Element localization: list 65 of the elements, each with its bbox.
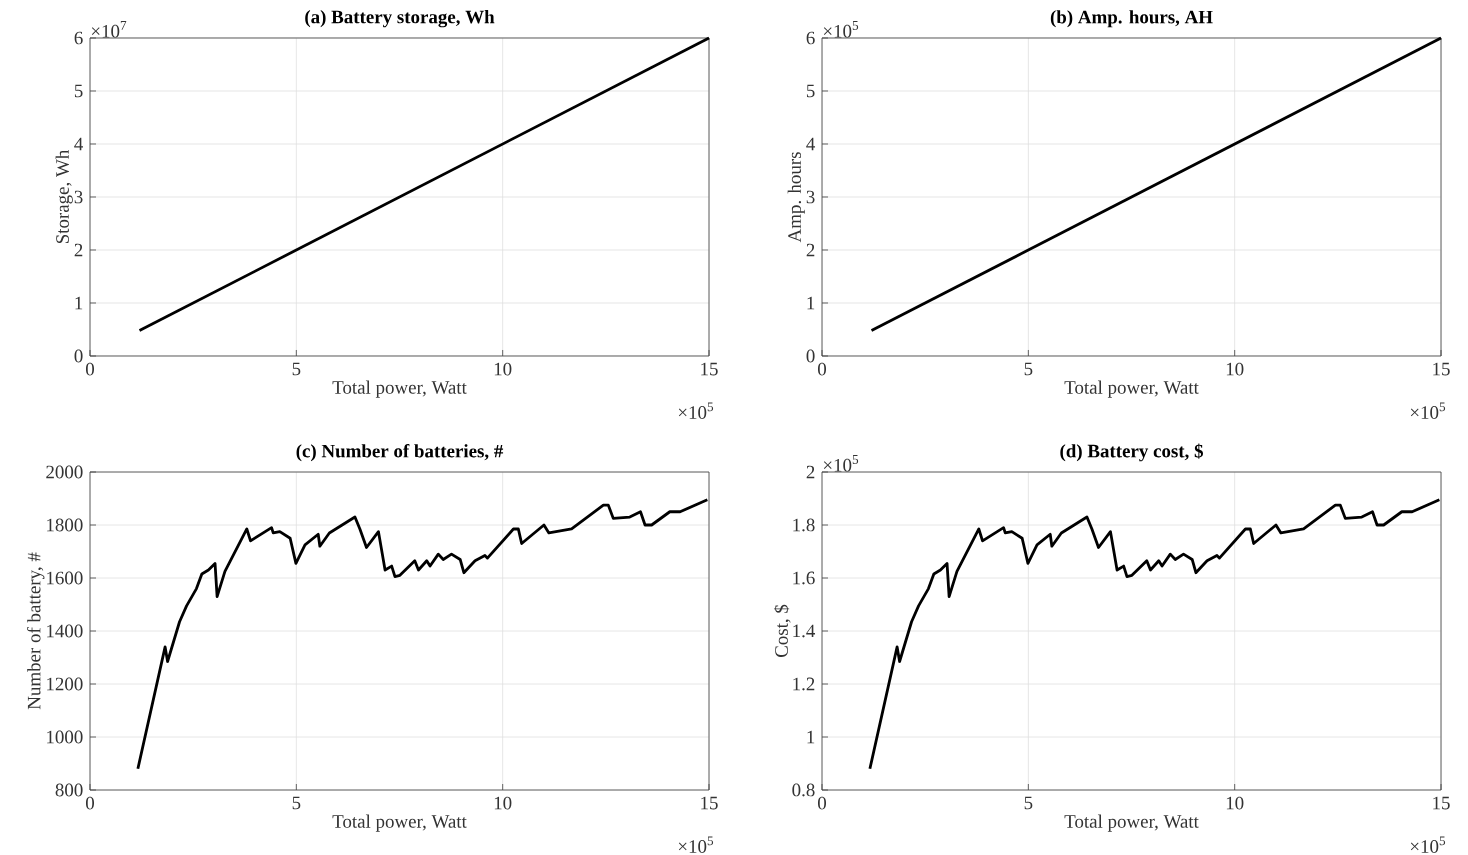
y-axis-title: Cost, $: [773, 604, 791, 658]
y-tick-label: 1800: [47, 518, 83, 532]
text: ×10$^{5}$: [1410, 836, 1446, 853]
y-axis-title: Amp. hours: [787, 152, 805, 243]
x-tick-label: 10: [494, 362, 512, 376]
chart-title: (b) Amp. hours, AH: [1050, 10, 1213, 28]
y-tick-label: 2: [806, 465, 815, 479]
text: ×10$^{5}$: [823, 21, 859, 38]
x-tick-label: 0: [818, 362, 827, 376]
y-tick-label: 2: [74, 243, 83, 257]
y-tick-label: 1: [807, 730, 815, 744]
y-tick-label: 1: [75, 296, 83, 310]
x-tick-label: 5: [292, 796, 301, 810]
y-tick-label: 3: [806, 190, 815, 204]
x-tick-label: 5: [1024, 362, 1033, 376]
y-tick-label: 5: [74, 84, 83, 98]
x-tick-label: 10: [1226, 796, 1244, 810]
y-tick-label: 1600: [47, 571, 83, 585]
line-series: [868, 498, 1441, 771]
y-tick-label: 5: [806, 84, 815, 98]
chart-title: (c) Number of batteries, #: [296, 443, 504, 462]
x-tick-label: 5: [292, 362, 301, 376]
y-tick-label: 3: [74, 190, 83, 204]
text: ×10$^{5}$: [678, 836, 714, 853]
x-tick-label: 0: [85, 796, 95, 810]
x-axis-title: Total power, Watt: [332, 380, 467, 398]
y-tick-label: 4: [74, 137, 84, 151]
x-tick-label: 0: [818, 796, 827, 810]
y-tick-label: 2: [806, 243, 815, 257]
y-tick-label: 6: [806, 31, 815, 45]
y-tick-label: 1: [807, 296, 815, 310]
y-axis-title: Storage, Wh: [55, 149, 73, 244]
chart-title: (a) Battery storage, Wh: [305, 10, 495, 28]
y-tick-label: 2000: [46, 465, 83, 479]
x-tick-label: 0: [85, 362, 95, 376]
line-series: [136, 498, 709, 771]
y-tick-label: 1.8: [793, 518, 815, 532]
x-axis-title: Total power, Watt: [1064, 380, 1199, 398]
x-tick-label: 5: [1024, 796, 1033, 810]
x-tick-label: 15: [1433, 796, 1450, 810]
y-tick-label: 1400: [47, 624, 83, 638]
y-tick-label: 0: [806, 349, 815, 363]
y-tick-label: 6: [74, 31, 83, 45]
text: ×10$^{5}$: [1410, 402, 1446, 419]
x-tick-label: 15: [701, 796, 718, 810]
y-tick-label: 0: [74, 349, 83, 363]
text: ×10$^{5}$: [678, 402, 714, 419]
y-tick-label: 4: [806, 137, 816, 151]
chart-title: (d) Battery cost, $: [1060, 443, 1203, 462]
y-tick-label: 0.8: [792, 783, 815, 797]
x-axis-title: Total power, Watt: [1064, 814, 1199, 832]
y-axis-title: Number of battery, #: [26, 552, 45, 710]
x-axis-title: Total power, Watt: [332, 814, 467, 832]
x-tick-label: 10: [1226, 362, 1244, 376]
y-tick-label: 800: [55, 783, 83, 797]
y-tick-label: 1000: [47, 730, 83, 744]
x-tick-label: 15: [701, 362, 718, 376]
y-tick-label: 1.4: [793, 624, 816, 638]
text: ×10$^{5}$: [823, 455, 859, 472]
y-tick-label: 1.2: [793, 677, 815, 691]
text: ×10$^{7}$: [91, 21, 127, 38]
x-tick-label: 10: [494, 796, 512, 810]
y-tick-label: 1.6: [793, 571, 815, 585]
x-tick-label: 15: [1433, 362, 1450, 376]
y-tick-label: 1200: [47, 677, 83, 691]
